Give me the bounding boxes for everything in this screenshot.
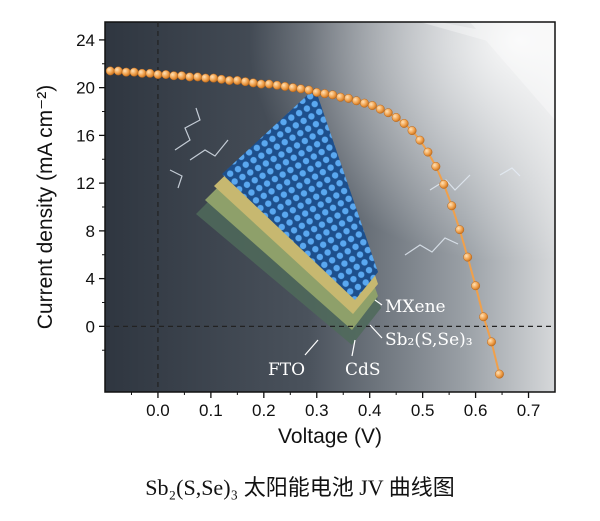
- jv-data-point: [463, 252, 473, 262]
- jv-data-point: [304, 85, 314, 95]
- jv-data-point: [248, 78, 258, 88]
- jv-data-point: [439, 179, 449, 189]
- y-tick-label: 0: [86, 317, 95, 336]
- jv-data-point: [471, 281, 481, 291]
- jv-data-point: [352, 96, 361, 106]
- jv-data-point: [336, 92, 346, 102]
- x-tick-label: 0.5: [411, 401, 435, 420]
- x-tick-label: 0.0: [146, 401, 170, 420]
- jv-data-point: [479, 312, 488, 322]
- jv-data-point: [169, 71, 179, 81]
- x-tick-label: 0.3: [305, 401, 329, 420]
- jv-data-point: [145, 68, 155, 78]
- jv-data-point: [153, 70, 163, 79]
- jv-data-point: [129, 67, 139, 77]
- label-fto: FTO: [268, 360, 305, 380]
- y-tick-label: 12: [76, 174, 95, 193]
- jv-data-point: [232, 76, 242, 85]
- jv-data-point: [121, 67, 131, 77]
- jv-data-point: [280, 82, 290, 91]
- y-tick-label: 20: [76, 79, 95, 98]
- jv-data-point: [431, 161, 441, 171]
- series-layer: [105, 66, 504, 379]
- jv-data-point: [201, 73, 211, 83]
- jv-data-point: [193, 72, 203, 82]
- y-axis-title: Current density (mA cm⁻²): [34, 85, 57, 329]
- jv-data-point: [447, 201, 457, 211]
- x-tick-label: 0.6: [464, 401, 488, 420]
- jv-data-point: [423, 147, 433, 157]
- jv-data-point: [455, 225, 465, 235]
- jv-data-point: [256, 79, 266, 89]
- jv-data-point: [359, 98, 369, 108]
- light-rays: [420, 22, 555, 120]
- jv-data-point: [288, 83, 298, 93]
- layer-annotations: MXene Sb₂(S,Se)₃ FTO CdS: [268, 297, 473, 380]
- jv-data-point: [367, 101, 377, 110]
- x-tick-label: 0.2: [252, 401, 276, 420]
- jv-data-point: [391, 113, 401, 122]
- jv-data-point: [415, 135, 425, 145]
- jv-data-point: [312, 87, 322, 97]
- mxene-layer: [222, 88, 378, 300]
- label-cds: CdS: [345, 360, 381, 380]
- y-tick-label: 4: [86, 270, 95, 289]
- jv-data-point: [137, 68, 147, 78]
- jv-data-point: [344, 93, 353, 103]
- jv-data-point: [328, 90, 338, 100]
- jv-data-point: [494, 369, 504, 379]
- jv-data-point: [399, 119, 409, 128]
- x-tick-label: 0.4: [358, 401, 382, 420]
- electron-wisps: [169, 107, 521, 256]
- jv-data-point: [113, 66, 123, 76]
- jv-data-point: [487, 337, 496, 347]
- axis-ticks: 0.0 0.1 0.2 0.3 0.4 0.5 0.6 0.7 0 4 8 12 16 20 24: [76, 31, 540, 420]
- y-tick-label: 24: [76, 31, 95, 50]
- figure-caption: Sb₂(S,Se)₃ 太阳能电池 JV 曲线图: [145, 475, 455, 500]
- jv-data-point: [240, 77, 250, 87]
- jv-data-point: [217, 74, 226, 84]
- jv-data-point: [224, 76, 234, 85]
- jv-data-point: [105, 66, 115, 76]
- label-absorber: Sb₂(S,Se)₃: [385, 330, 473, 350]
- jv-data-point: [272, 80, 282, 90]
- label-mxene: MXene: [385, 297, 446, 317]
- jv-data-point: [320, 89, 330, 99]
- x-tick-label: 0.1: [199, 401, 223, 420]
- jv-data-point: [209, 73, 218, 83]
- y-tick-label: 16: [76, 126, 95, 145]
- jv-data-point: [383, 108, 393, 118]
- jv-data-point: [161, 70, 171, 79]
- jv-data-point: [375, 104, 385, 114]
- jv-data-point: [296, 84, 306, 94]
- x-tick-label: 0.7: [517, 401, 541, 420]
- jv-data-point: [177, 71, 187, 81]
- jv-data-point: [185, 72, 195, 82]
- y-tick-label: 8: [86, 222, 95, 241]
- jv-data-point: [407, 126, 417, 136]
- jv-data-point: [264, 79, 274, 89]
- device-illustration: [169, 88, 521, 345]
- x-axis-title: Voltage (V): [278, 425, 382, 448]
